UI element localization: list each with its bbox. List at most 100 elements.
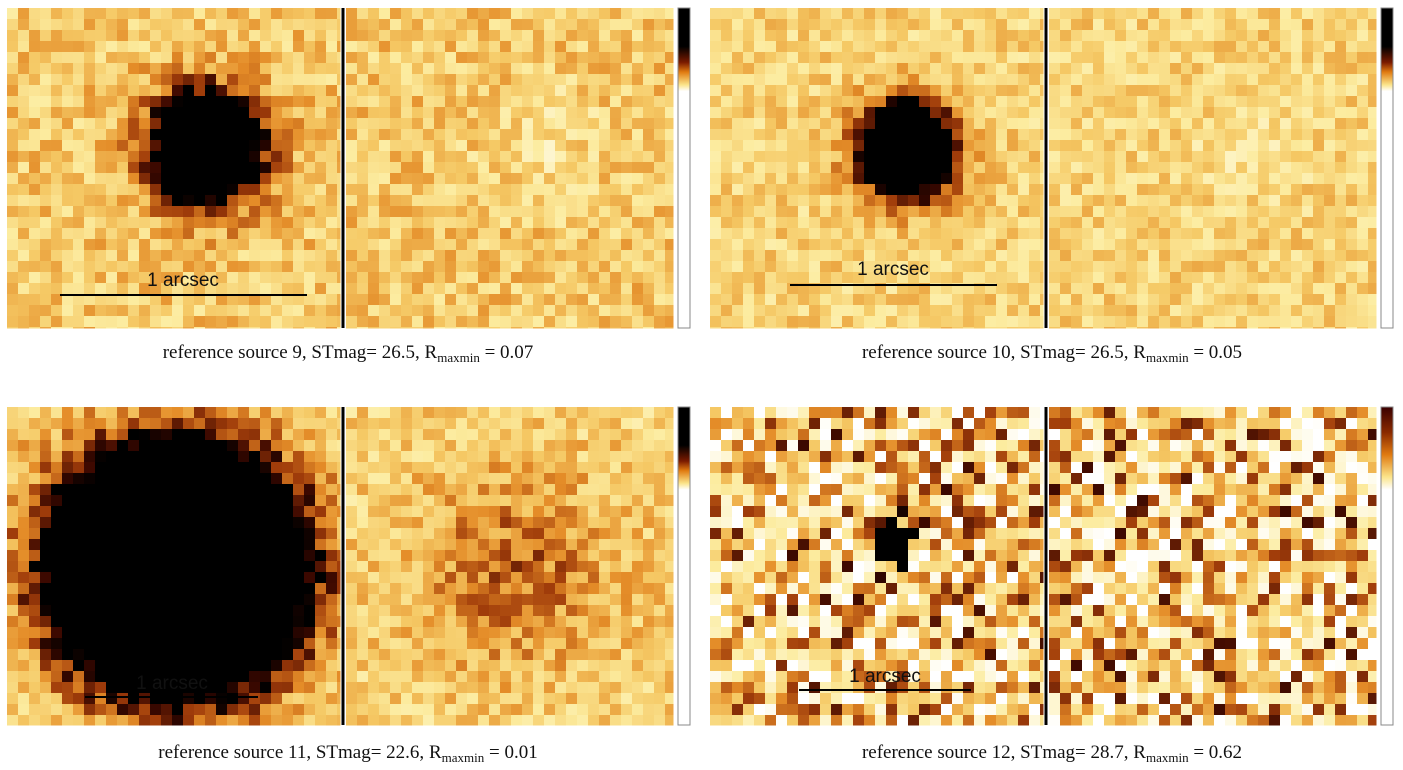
pixel xyxy=(599,118,611,130)
pixel xyxy=(117,473,129,485)
pixel xyxy=(73,261,85,273)
pixel xyxy=(423,407,435,419)
pixel xyxy=(73,550,85,562)
pixel xyxy=(282,283,294,295)
pixel xyxy=(412,561,424,573)
pixel xyxy=(1093,272,1105,284)
scale-label: 1 arcsec xyxy=(857,259,929,280)
pixel xyxy=(150,572,162,584)
pixel xyxy=(566,41,578,53)
pixel xyxy=(1148,316,1160,328)
pixel xyxy=(1368,140,1377,152)
pixel xyxy=(423,250,435,262)
pixel xyxy=(1170,151,1182,163)
pixel xyxy=(1093,316,1105,328)
pixel xyxy=(150,583,162,595)
pixel xyxy=(423,429,435,441)
pixel xyxy=(533,8,545,20)
pixel xyxy=(754,283,766,295)
pixel xyxy=(271,528,283,540)
pixel xyxy=(511,272,523,284)
pixel xyxy=(227,440,239,452)
pixel xyxy=(665,261,674,273)
pixel xyxy=(754,316,766,328)
pixel xyxy=(346,239,358,251)
pixel xyxy=(249,693,261,705)
pixel xyxy=(62,261,74,273)
pixel xyxy=(1346,239,1358,251)
pixel xyxy=(820,140,832,152)
pixel xyxy=(1148,206,1160,218)
pixel xyxy=(478,495,490,507)
pixel xyxy=(1236,217,1248,229)
pixel xyxy=(1357,19,1369,31)
pixel xyxy=(1225,162,1237,174)
pixel xyxy=(106,272,118,284)
pixel xyxy=(1324,305,1336,317)
pixel xyxy=(864,41,876,53)
pixel xyxy=(588,239,600,251)
pixel xyxy=(150,627,162,639)
pixel xyxy=(7,550,19,562)
pixel xyxy=(710,96,722,108)
pixel xyxy=(831,261,843,273)
pixel xyxy=(875,8,887,20)
pixel xyxy=(1093,184,1105,196)
pixel xyxy=(304,107,316,119)
pixel xyxy=(1258,261,1270,273)
pixel xyxy=(842,151,854,163)
pixel xyxy=(412,173,424,185)
pixel xyxy=(842,228,854,240)
pixel xyxy=(875,129,887,141)
pixel xyxy=(1214,52,1226,64)
pixel xyxy=(128,217,140,229)
pixel xyxy=(7,96,19,108)
pixel xyxy=(183,316,195,328)
pixel xyxy=(260,429,272,441)
pixel xyxy=(654,528,666,540)
pixel xyxy=(721,96,733,108)
pixel xyxy=(205,704,217,716)
pixel xyxy=(798,30,810,42)
pixel xyxy=(18,550,30,562)
pixel xyxy=(1071,74,1083,86)
pixel xyxy=(1148,195,1160,207)
pixel xyxy=(996,30,1008,42)
pixel xyxy=(1335,74,1347,86)
pixel xyxy=(293,506,305,518)
pixel xyxy=(128,107,140,119)
pixel xyxy=(401,517,413,529)
pixel xyxy=(84,129,96,141)
pixel xyxy=(337,440,341,452)
pixel xyxy=(511,316,523,328)
pixel xyxy=(544,173,556,185)
pixel xyxy=(500,85,512,97)
pixel xyxy=(599,250,611,262)
pixel xyxy=(776,41,788,53)
pixel xyxy=(985,8,997,20)
pixel xyxy=(7,272,19,284)
pixel xyxy=(18,715,30,726)
pixel xyxy=(117,429,129,441)
pixel xyxy=(1040,118,1044,130)
pixel xyxy=(1258,195,1270,207)
pixel xyxy=(73,217,85,229)
pixel xyxy=(864,305,876,317)
pixel xyxy=(1126,129,1138,141)
pixel xyxy=(533,261,545,273)
pixel xyxy=(544,294,556,306)
pixel xyxy=(238,605,250,617)
pixel xyxy=(282,484,294,496)
pixel xyxy=(84,583,96,595)
pixel xyxy=(194,627,206,639)
pixel xyxy=(1104,151,1116,163)
pixel xyxy=(139,605,151,617)
pixel xyxy=(1280,63,1292,75)
pixel xyxy=(489,85,501,97)
pixel xyxy=(489,407,501,419)
pixel xyxy=(974,195,986,207)
pixel xyxy=(533,74,545,86)
pixel xyxy=(293,473,305,485)
pixel xyxy=(1291,327,1303,329)
pixel xyxy=(238,195,250,207)
